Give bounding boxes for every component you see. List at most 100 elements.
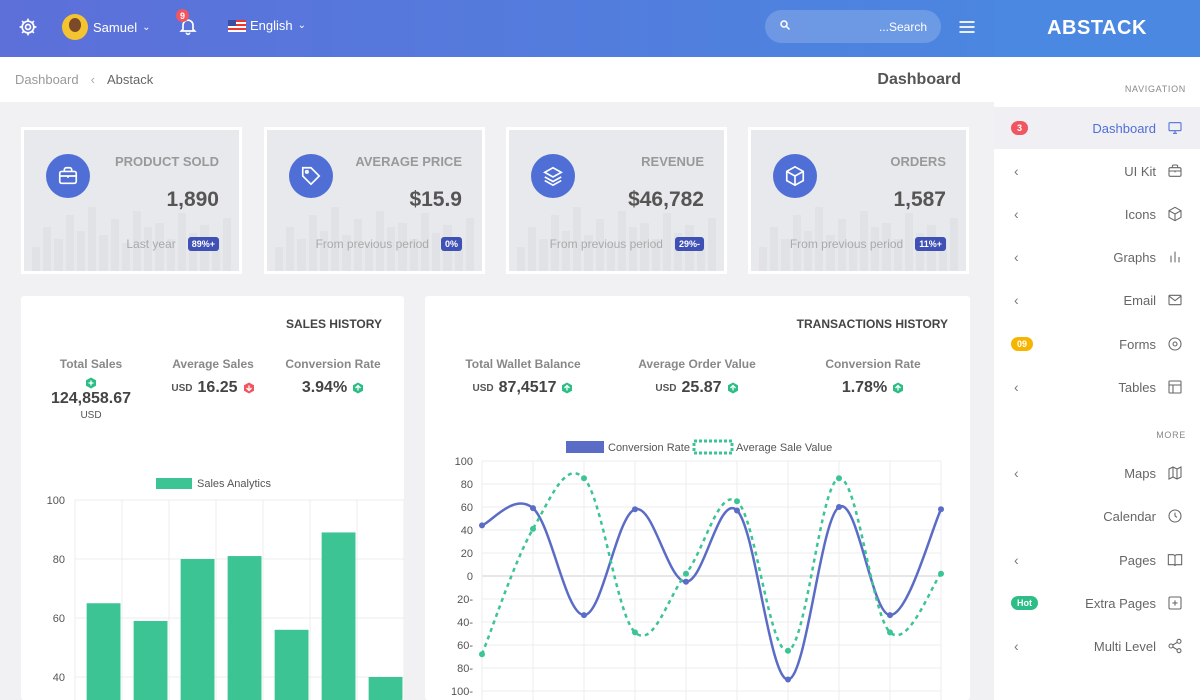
sidebar-item-tables[interactable]: ‹ Tables — [994, 366, 1200, 408]
chevron-left-icon: ‹ — [1014, 249, 1019, 265]
sidebar-navigation-header: NAVIGATION — [1124, 84, 1186, 94]
search-icon — [779, 19, 791, 34]
chevron-left-icon: ‹ — [1014, 206, 1019, 222]
data-point — [479, 651, 485, 658]
chevron-left-icon: ‹ — [1014, 638, 1019, 654]
legend-label: Average Sale Value — [736, 442, 832, 454]
sidebar-badge: Hot — [1011, 596, 1038, 610]
briefcase-icon — [1167, 163, 1183, 179]
legend-swatch — [156, 478, 192, 489]
sidebar-item-email[interactable]: ‹ Email — [994, 279, 1200, 321]
sidebar-item-graphs[interactable]: ‹ Graphs — [994, 236, 1200, 278]
data-point — [836, 475, 842, 482]
sidebar-item-dashboard[interactable]: 3 Dashboard — [994, 107, 1200, 149]
background-sparkline — [32, 191, 231, 271]
kpi-label: Conversion Rate — [285, 357, 381, 371]
y-tick-label: 80 — [461, 479, 473, 491]
mail-icon — [1167, 292, 1183, 308]
kpi-average-sales: Average Sales USD 16.25 — [143, 357, 283, 397]
chevron-left-icon: ‹ — [1014, 379, 1019, 395]
kpi-prefix: USD — [171, 382, 193, 394]
data-point — [683, 578, 689, 585]
notifications-button[interactable]: 9 — [176, 9, 198, 39]
kpi-label: Average Order Value — [638, 357, 756, 371]
user-name: Samuel — [93, 19, 138, 35]
layout-icon — [1167, 379, 1183, 395]
sidebar-item-label: Icons — [1124, 206, 1156, 222]
hex-up-icon — [727, 382, 738, 394]
kpi-average-order-value: Average Order Value USD 25.87 — [627, 357, 767, 397]
kpi-label: Conversion Rate — [825, 357, 921, 371]
bar — [274, 629, 309, 700]
data-point — [581, 612, 587, 619]
kpi-conversion-rate: Conversion Rate 1.78% — [803, 357, 943, 397]
stat-value: $15.9 — [409, 188, 462, 211]
legend-label: Conversion Rate — [608, 442, 690, 454]
sidebar-badge: 3 — [1011, 121, 1029, 135]
book-icon — [1167, 552, 1183, 568]
y-tick-label: 100 — [455, 456, 473, 468]
brand-logo[interactable]: ABSTACK — [994, 0, 1200, 57]
sidebar-item-label: UI Kit — [1124, 163, 1156, 179]
y-tick-label: 20 — [461, 548, 473, 560]
sidebar-item-ui-kit[interactable]: ‹ UI Kit — [994, 150, 1200, 192]
y-tick-label: 60 — [461, 502, 473, 514]
kpi-label: Total Sales — [59, 357, 123, 371]
stat-label: ORDERS — [890, 154, 946, 169]
y-tick-label: 80 — [53, 554, 65, 566]
sidebar-item-pages[interactable]: ‹ Pages — [994, 539, 1200, 581]
kpi-value: 1.78% — [841, 379, 888, 396]
sidebar-item-extra-pages[interactable]: Hot Extra Pages — [994, 582, 1200, 624]
kpi-value: 87,4517 — [498, 379, 557, 396]
legend-swatch-average-sale-value — [692, 439, 734, 455]
y-tick-label: 40 — [461, 525, 473, 537]
breadcrumb-home[interactable]: Dashboard — [15, 72, 79, 87]
y-tick-label: 100 — [47, 495, 65, 507]
data-point — [479, 522, 485, 529]
stat-label: AVERAGE PRICE — [355, 154, 462, 169]
user-menu[interactable]: Samuel ⌄ — [62, 14, 150, 40]
search-input[interactable]: ...Search — [765, 10, 941, 43]
us-flag-icon — [228, 19, 246, 32]
hex-down-icon — [243, 382, 254, 394]
stat-subtext: From previous period — [789, 237, 904, 251]
stat-badge: 0% — [440, 237, 462, 251]
sidebar-item-forms[interactable]: 09 Forms — [994, 323, 1200, 365]
map-icon — [1167, 465, 1183, 481]
gear-icon[interactable] — [18, 17, 38, 37]
data-point — [887, 612, 893, 619]
kpi-value: 3.94% — [301, 379, 348, 396]
y-tick-label: 40- — [457, 617, 473, 629]
box-icon — [1167, 206, 1183, 222]
sidebar-item-calendar[interactable]: Calendar — [994, 495, 1200, 537]
stat-subtext: From previous period — [549, 237, 663, 251]
box-icon — [773, 154, 817, 198]
stat-badge: 29%- — [674, 237, 704, 251]
transactions-history-card: TRANSACTIONS HISTORY Total Wallet Balanc… — [425, 296, 970, 700]
sales-analytics-chart: Sales Analytics 100 80 60 40 — [47, 478, 404, 700]
briefcase-icon — [46, 154, 90, 198]
stat-badge: 11%+ — [915, 237, 946, 251]
language-selector[interactable]: English ⌄ — [228, 18, 306, 33]
kpi-label: Average Sales — [172, 357, 254, 371]
menu-icon[interactable] — [957, 17, 977, 37]
hex-up-icon — [893, 382, 904, 394]
stat-value: $46,782 — [628, 188, 704, 211]
tag-icon — [289, 154, 333, 198]
share-icon — [1167, 638, 1183, 654]
y-tick-label: 60- — [457, 640, 473, 652]
data-point — [938, 570, 944, 577]
sidebar-item-label: Forms — [1119, 336, 1156, 352]
series-line-average-sale-value — [480, 472, 943, 655]
kpi-unit: USD — [80, 410, 102, 421]
hex-icon — [21, 377, 161, 389]
hex-up-icon — [353, 382, 364, 394]
sidebar-item-multi-level[interactable]: ‹ Multi Level — [994, 625, 1200, 667]
language-label: English — [250, 18, 293, 33]
kpi-total-sales: Total Sales 124,858.67 USD — [21, 357, 161, 421]
sidebar-item-icons[interactable]: ‹ Icons — [994, 193, 1200, 235]
transactions-line-chart: Conversion Rate Average Sale Value 100 80 60… — [451, 439, 944, 700]
sidebar-badge: 09 — [1011, 337, 1034, 351]
sidebar-item-maps[interactable]: ‹ Maps — [994, 452, 1200, 494]
kpi-conversion-rate: Conversion Rate 3.94% — [263, 357, 403, 397]
